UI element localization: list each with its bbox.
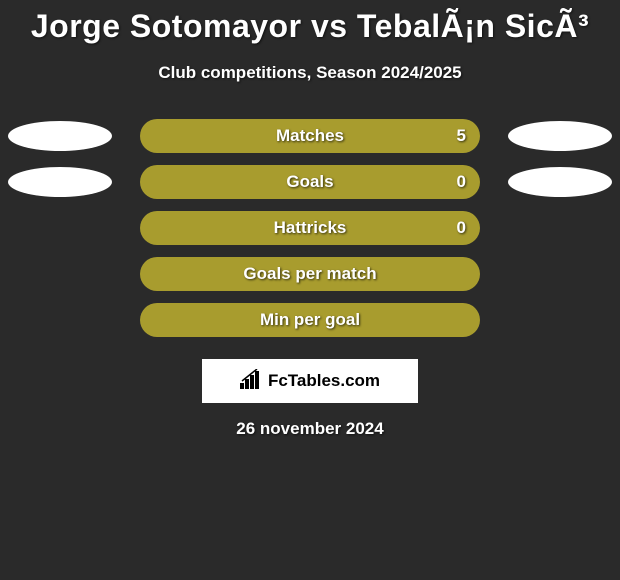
stat-value: 0 xyxy=(457,218,466,238)
chart-bars-icon xyxy=(240,369,264,394)
page-subtitle: Club competitions, Season 2024/2025 xyxy=(158,63,461,83)
footer-date: 26 november 2024 xyxy=(236,419,383,439)
stat-value: 0 xyxy=(457,172,466,192)
stat-row: Hattricks 0 xyxy=(0,211,620,245)
stat-label: Goals per match xyxy=(243,264,376,284)
player-ellipse-right xyxy=(508,121,612,151)
stat-value: 5 xyxy=(457,126,466,146)
stat-label: Matches xyxy=(276,126,344,146)
player-ellipse-left xyxy=(8,121,112,151)
page-title: Jorge Sotomayor vs TebalÃ¡n SicÃ³ xyxy=(31,8,589,45)
player-ellipse-left xyxy=(8,167,112,197)
stat-label: Hattricks xyxy=(274,218,347,238)
stat-bar: Min per goal xyxy=(140,303,480,337)
stat-bar: Goals 0 xyxy=(140,165,480,199)
stat-row: Matches 5 xyxy=(0,119,620,153)
stats-rows: Matches 5 Goals 0 Hattricks 0 Goals per match M… xyxy=(0,119,620,337)
stat-row: Goals per match xyxy=(0,257,620,291)
stat-row: Min per goal xyxy=(0,303,620,337)
logo-inner: FcTables.com xyxy=(240,369,380,394)
stat-label: Goals xyxy=(286,172,333,192)
stat-label: Min per goal xyxy=(260,310,360,330)
stat-bar: Matches 5 xyxy=(140,119,480,153)
stat-bar: Goals per match xyxy=(140,257,480,291)
stat-row: Goals 0 xyxy=(0,165,620,199)
main-container: Jorge Sotomayor vs TebalÃ¡n SicÃ³ Club c… xyxy=(0,0,620,439)
logo-text: FcTables.com xyxy=(268,371,380,391)
logo-box: FcTables.com xyxy=(202,359,418,403)
stat-bar: Hattricks 0 xyxy=(140,211,480,245)
player-ellipse-right xyxy=(508,167,612,197)
